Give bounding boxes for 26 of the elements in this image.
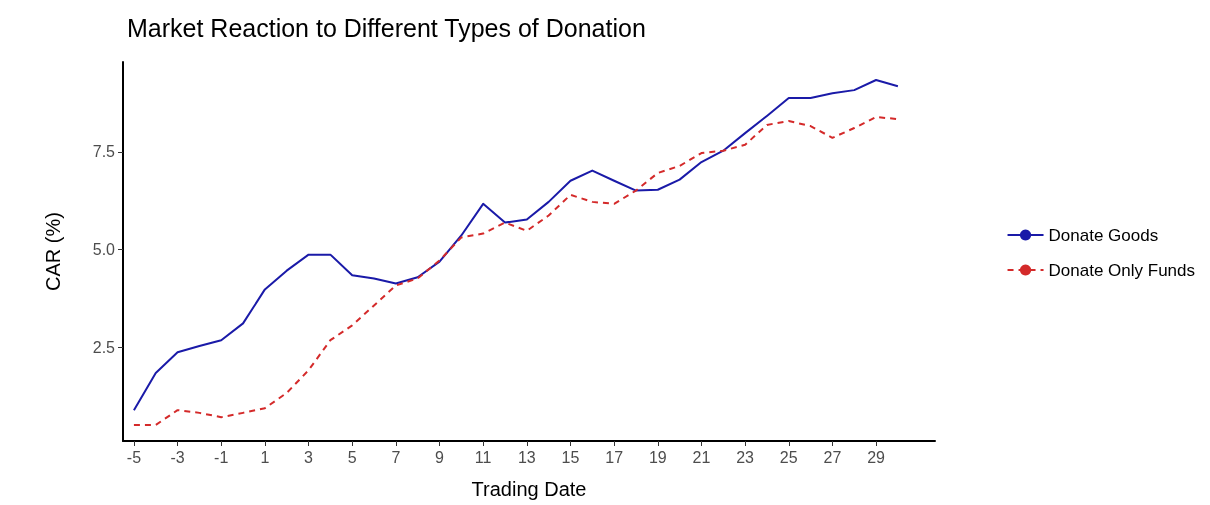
- x-tick-label: 23: [736, 448, 755, 466]
- x-tick-label: -5: [126, 448, 142, 466]
- x-tick-label: 1: [260, 448, 270, 466]
- x-tick-label: 9: [435, 448, 445, 466]
- x-tick-label: 29: [867, 448, 886, 466]
- x-tick-label: 19: [648, 448, 667, 466]
- x-axis-title: Trading Date: [471, 478, 587, 500]
- x-tick-label: 11: [474, 448, 492, 466]
- y-axis-title: CAR (%): [42, 212, 64, 291]
- x-tick-label: -1: [214, 448, 229, 466]
- legend-label: Donate Only Funds: [1048, 260, 1195, 280]
- x-tick-label: 25: [779, 448, 798, 466]
- y-tick-label: 2.5: [92, 338, 116, 356]
- x-tick-label: 5: [347, 448, 357, 466]
- legend-label: Donate Goods: [1048, 225, 1159, 245]
- x-tick-label: 13: [517, 448, 536, 466]
- x-tick-label: 7: [391, 448, 401, 466]
- x-tick-label: 21: [692, 448, 711, 466]
- y-tick-label: 5.0: [92, 241, 116, 259]
- x-tick-label: 17: [605, 448, 624, 466]
- y-tick-label: 7.5: [92, 143, 116, 161]
- chart-title: Market Reaction to Different Types of Donation: [127, 13, 646, 42]
- x-tick-label: 3: [304, 448, 314, 466]
- x-tick-label: 27: [823, 448, 842, 466]
- x-tick-label: -3: [170, 448, 185, 466]
- x-tick-label: 15: [561, 448, 580, 466]
